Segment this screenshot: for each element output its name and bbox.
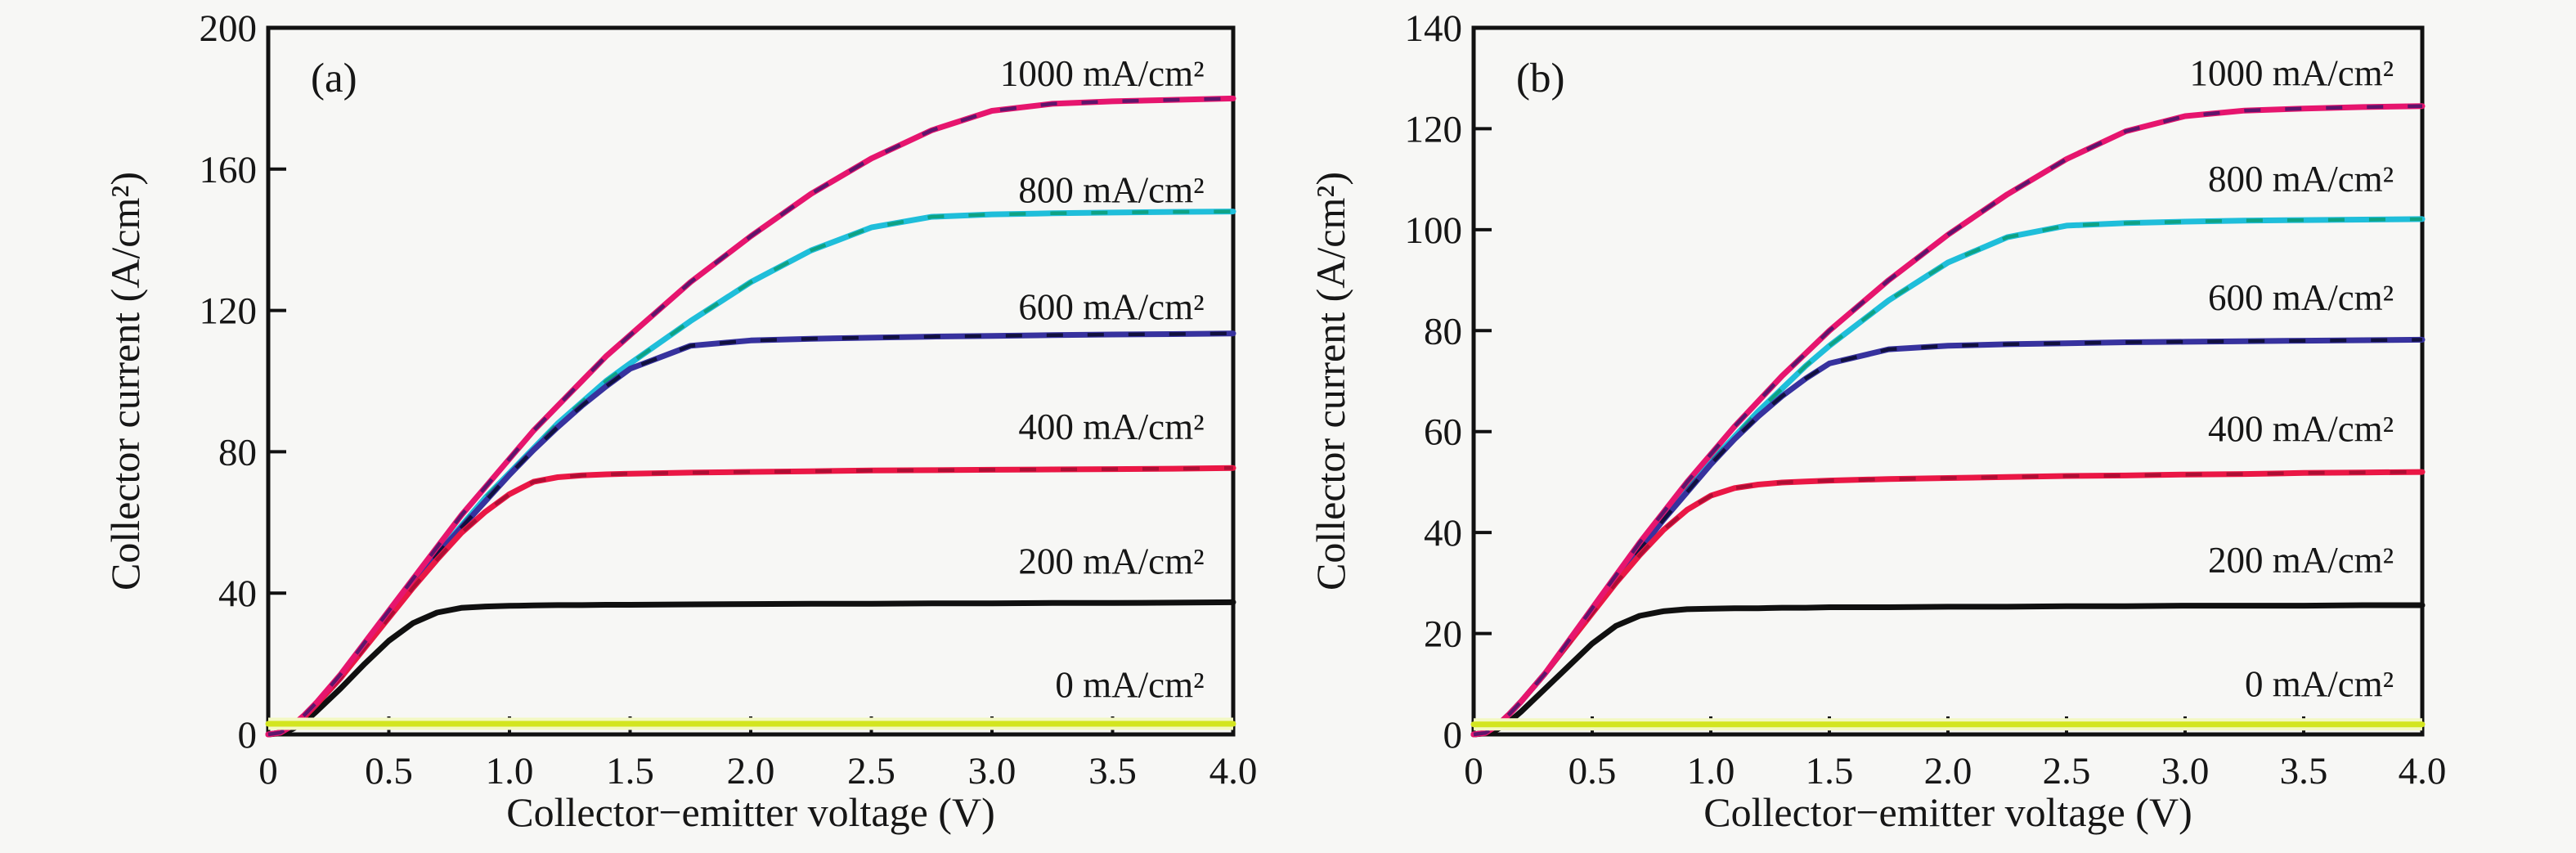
y-tick-label: 0	[238, 714, 258, 756]
panel-b-chart: 0 0.5 1.0 1.5 2.0 2.5 3.0 3.5 4.0 0 20 40 60 80 100 120…	[1308, 7, 2447, 835]
y-tick-label: 0	[1443, 714, 1463, 756]
x-tick-label: 1.0	[486, 750, 534, 792]
y-tick-label: 160	[200, 149, 258, 191]
y-tick-label: 120	[1405, 108, 1463, 150]
legend-label-800-mA-cm-: 800 mA/cm²	[2208, 159, 2394, 200]
panel-a-chart: 0 0.5 1.0 1.5 2.0 2.5 3.0 3.5 4.0 0 40 80 120 160 200 1…	[102, 7, 1258, 835]
y-tick-label: 80	[1424, 310, 1462, 352]
curve-dash-overlay-600-mA-cm-	[267, 331, 1234, 737]
y-axis-label: Collector current (A/cm²)	[1308, 172, 1353, 590]
x-axis-label: Collector−emitter voltage (V)	[1703, 789, 2192, 835]
x-tick-label: 4.0	[2399, 750, 2447, 792]
y-tick-label: 80	[218, 431, 257, 474]
x-tick-label: 1.5	[606, 750, 654, 792]
y-tick-label: 100	[1405, 209, 1463, 252]
legend-label-400-mA-cm-: 400 mA/cm²	[1018, 406, 1204, 447]
legend-label-1000-mA-cm-: 1000 mA/cm²	[1000, 53, 1205, 94]
y-tick-label: 60	[1424, 411, 1462, 454]
curve-200-mA-cm-	[1470, 602, 2426, 738]
y-tick-label: 40	[1424, 512, 1462, 554]
curve-200-mA-cm-	[265, 599, 1236, 738]
curve-dash-overlay-400-mA-cm-	[267, 466, 1234, 737]
y-tick-label: 120	[200, 290, 258, 333]
panel-letter: (b)	[1516, 56, 1564, 101]
x-tick-label: 2.5	[2043, 750, 2091, 792]
curve-dash-overlay-600-mA-cm-	[1473, 338, 2423, 737]
x-tick-label: 1.0	[1687, 750, 1735, 792]
x-tick-label: 0	[258, 750, 278, 792]
x-tick-label: 3.0	[2161, 750, 2210, 792]
curve-dash-overlay-400-mA-cm-	[1473, 469, 2423, 737]
x-tick-label: 1.5	[1806, 750, 1854, 792]
x-tick-label: 3.5	[1088, 750, 1137, 792]
y-axis-label: Collector current (A/cm²)	[102, 172, 148, 590]
x-axis-label: Collector−emitter voltage (V)	[506, 789, 994, 835]
x-tick-label: 3.0	[968, 750, 1016, 792]
y-tick-label: 140	[1405, 7, 1463, 50]
y-tick-label: 40	[218, 572, 257, 615]
legend-label-400-mA-cm-: 400 mA/cm²	[2208, 409, 2394, 450]
legend-label-800-mA-cm-: 800 mA/cm²	[1018, 170, 1204, 211]
legend-label-0-mA-cm-: 0 mA/cm²	[1055, 665, 1204, 706]
x-tick-label: 2.0	[1924, 750, 1972, 792]
x-tick-label: 0	[1464, 750, 1483, 792]
x-tick-label: 2.5	[847, 750, 895, 792]
legend-label-200-mA-cm-: 200 mA/cm²	[2208, 540, 2394, 581]
legend-label-200-mA-cm-: 200 mA/cm²	[1018, 541, 1204, 581]
legend-label-1000-mA-cm-: 1000 mA/cm²	[2189, 53, 2394, 94]
x-tick-label: 0.5	[1568, 750, 1617, 792]
x-tick-label: 2.0	[727, 750, 775, 792]
legend-label-600-mA-cm-: 600 mA/cm²	[1018, 286, 1204, 327]
y-tick-label: 200	[200, 7, 258, 50]
curve-dash-overlay-1000-mA-cm-	[267, 97, 1234, 737]
legend-label-600-mA-cm-: 600 mA/cm²	[2208, 277, 2394, 318]
y-tick-label: 20	[1424, 613, 1462, 656]
plot-frame	[266, 25, 1236, 737]
x-tick-label: 3.5	[2280, 750, 2328, 792]
curve-1000-mA-cm-	[1470, 103, 2426, 738]
x-tick-label: 0.5	[365, 750, 413, 792]
panel-letter: (a)	[311, 56, 357, 101]
x-tick-label: 4.0	[1209, 750, 1258, 792]
legend-label-0-mA-cm-: 0 mA/cm²	[2245, 663, 2394, 704]
